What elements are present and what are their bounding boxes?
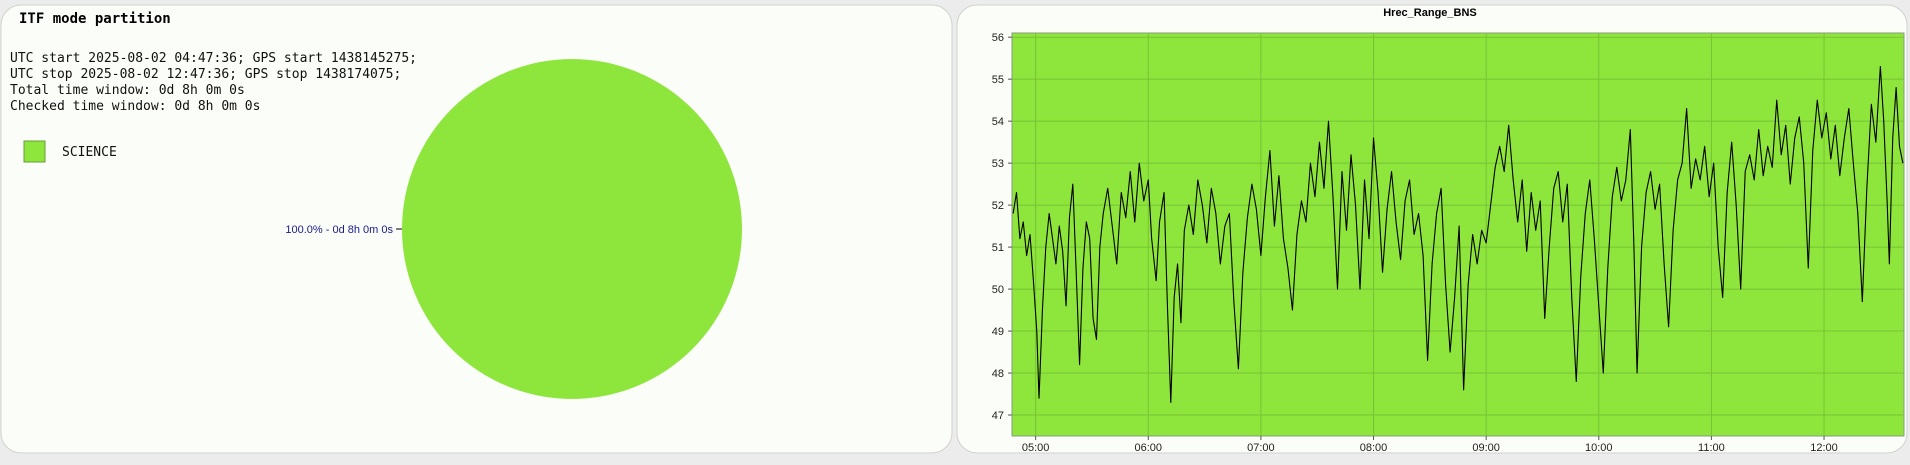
y-tick-label: 54 — [992, 116, 1004, 128]
legend-label: SCIENCE — [62, 145, 117, 160]
slice-label: 100.0% - 0d 8h 0m 0s — [285, 224, 393, 236]
y-tick-label: 55 — [992, 74, 1004, 86]
data-line — [1012, 66, 1904, 403]
y-tick-label: 50 — [992, 284, 1004, 296]
info-line: Total time window: 0d 8h 0m 0s — [10, 83, 245, 98]
y-tick-label: 48 — [992, 368, 1004, 380]
plot-area — [1011, 32, 1905, 437]
y-tick-label: 47 — [992, 410, 1004, 422]
x-tick-label: 10:00 — [1585, 442, 1613, 454]
x-tick-label: 11:00 — [1698, 442, 1725, 454]
chart-title: Hrec_Range_BNS — [1383, 7, 1477, 19]
x-tick-label: 05:00 — [1022, 442, 1050, 454]
y-tick-label: 52 — [992, 200, 1004, 212]
pie-panel: ITF mode partition UTC start 2025-08-02 … — [0, 4, 953, 454]
info-line: UTC stop 2025-08-02 12:47:36; GPS stop 1… — [10, 67, 401, 82]
info-line: UTC start 2025-08-02 04:47:36; GPS start… — [10, 51, 417, 66]
x-tick-label: 07:00 — [1247, 442, 1275, 454]
x-tick-label: 06:00 — [1135, 442, 1163, 454]
chart-title: ITF mode partition — [19, 11, 171, 27]
x-tick-label: 08:00 — [1360, 442, 1388, 454]
y-tick-label: 56 — [992, 32, 1004, 44]
line-panel: Hrec_Range_BNS 47 48 49 50 51 52 53 54 55 56 05:00… — [956, 4, 1908, 454]
x-tick-label: 09:00 — [1472, 442, 1500, 454]
x-tick-label: 12:00 — [1810, 442, 1838, 454]
legend-swatch — [23, 140, 46, 163]
y-tick-label: 53 — [992, 158, 1004, 170]
pie-slice — [402, 59, 742, 399]
info-line: Checked time window: 0d 8h 0m 0s — [10, 99, 260, 114]
y-tick-label: 49 — [992, 326, 1004, 338]
y-tick-label: 51 — [992, 242, 1004, 254]
